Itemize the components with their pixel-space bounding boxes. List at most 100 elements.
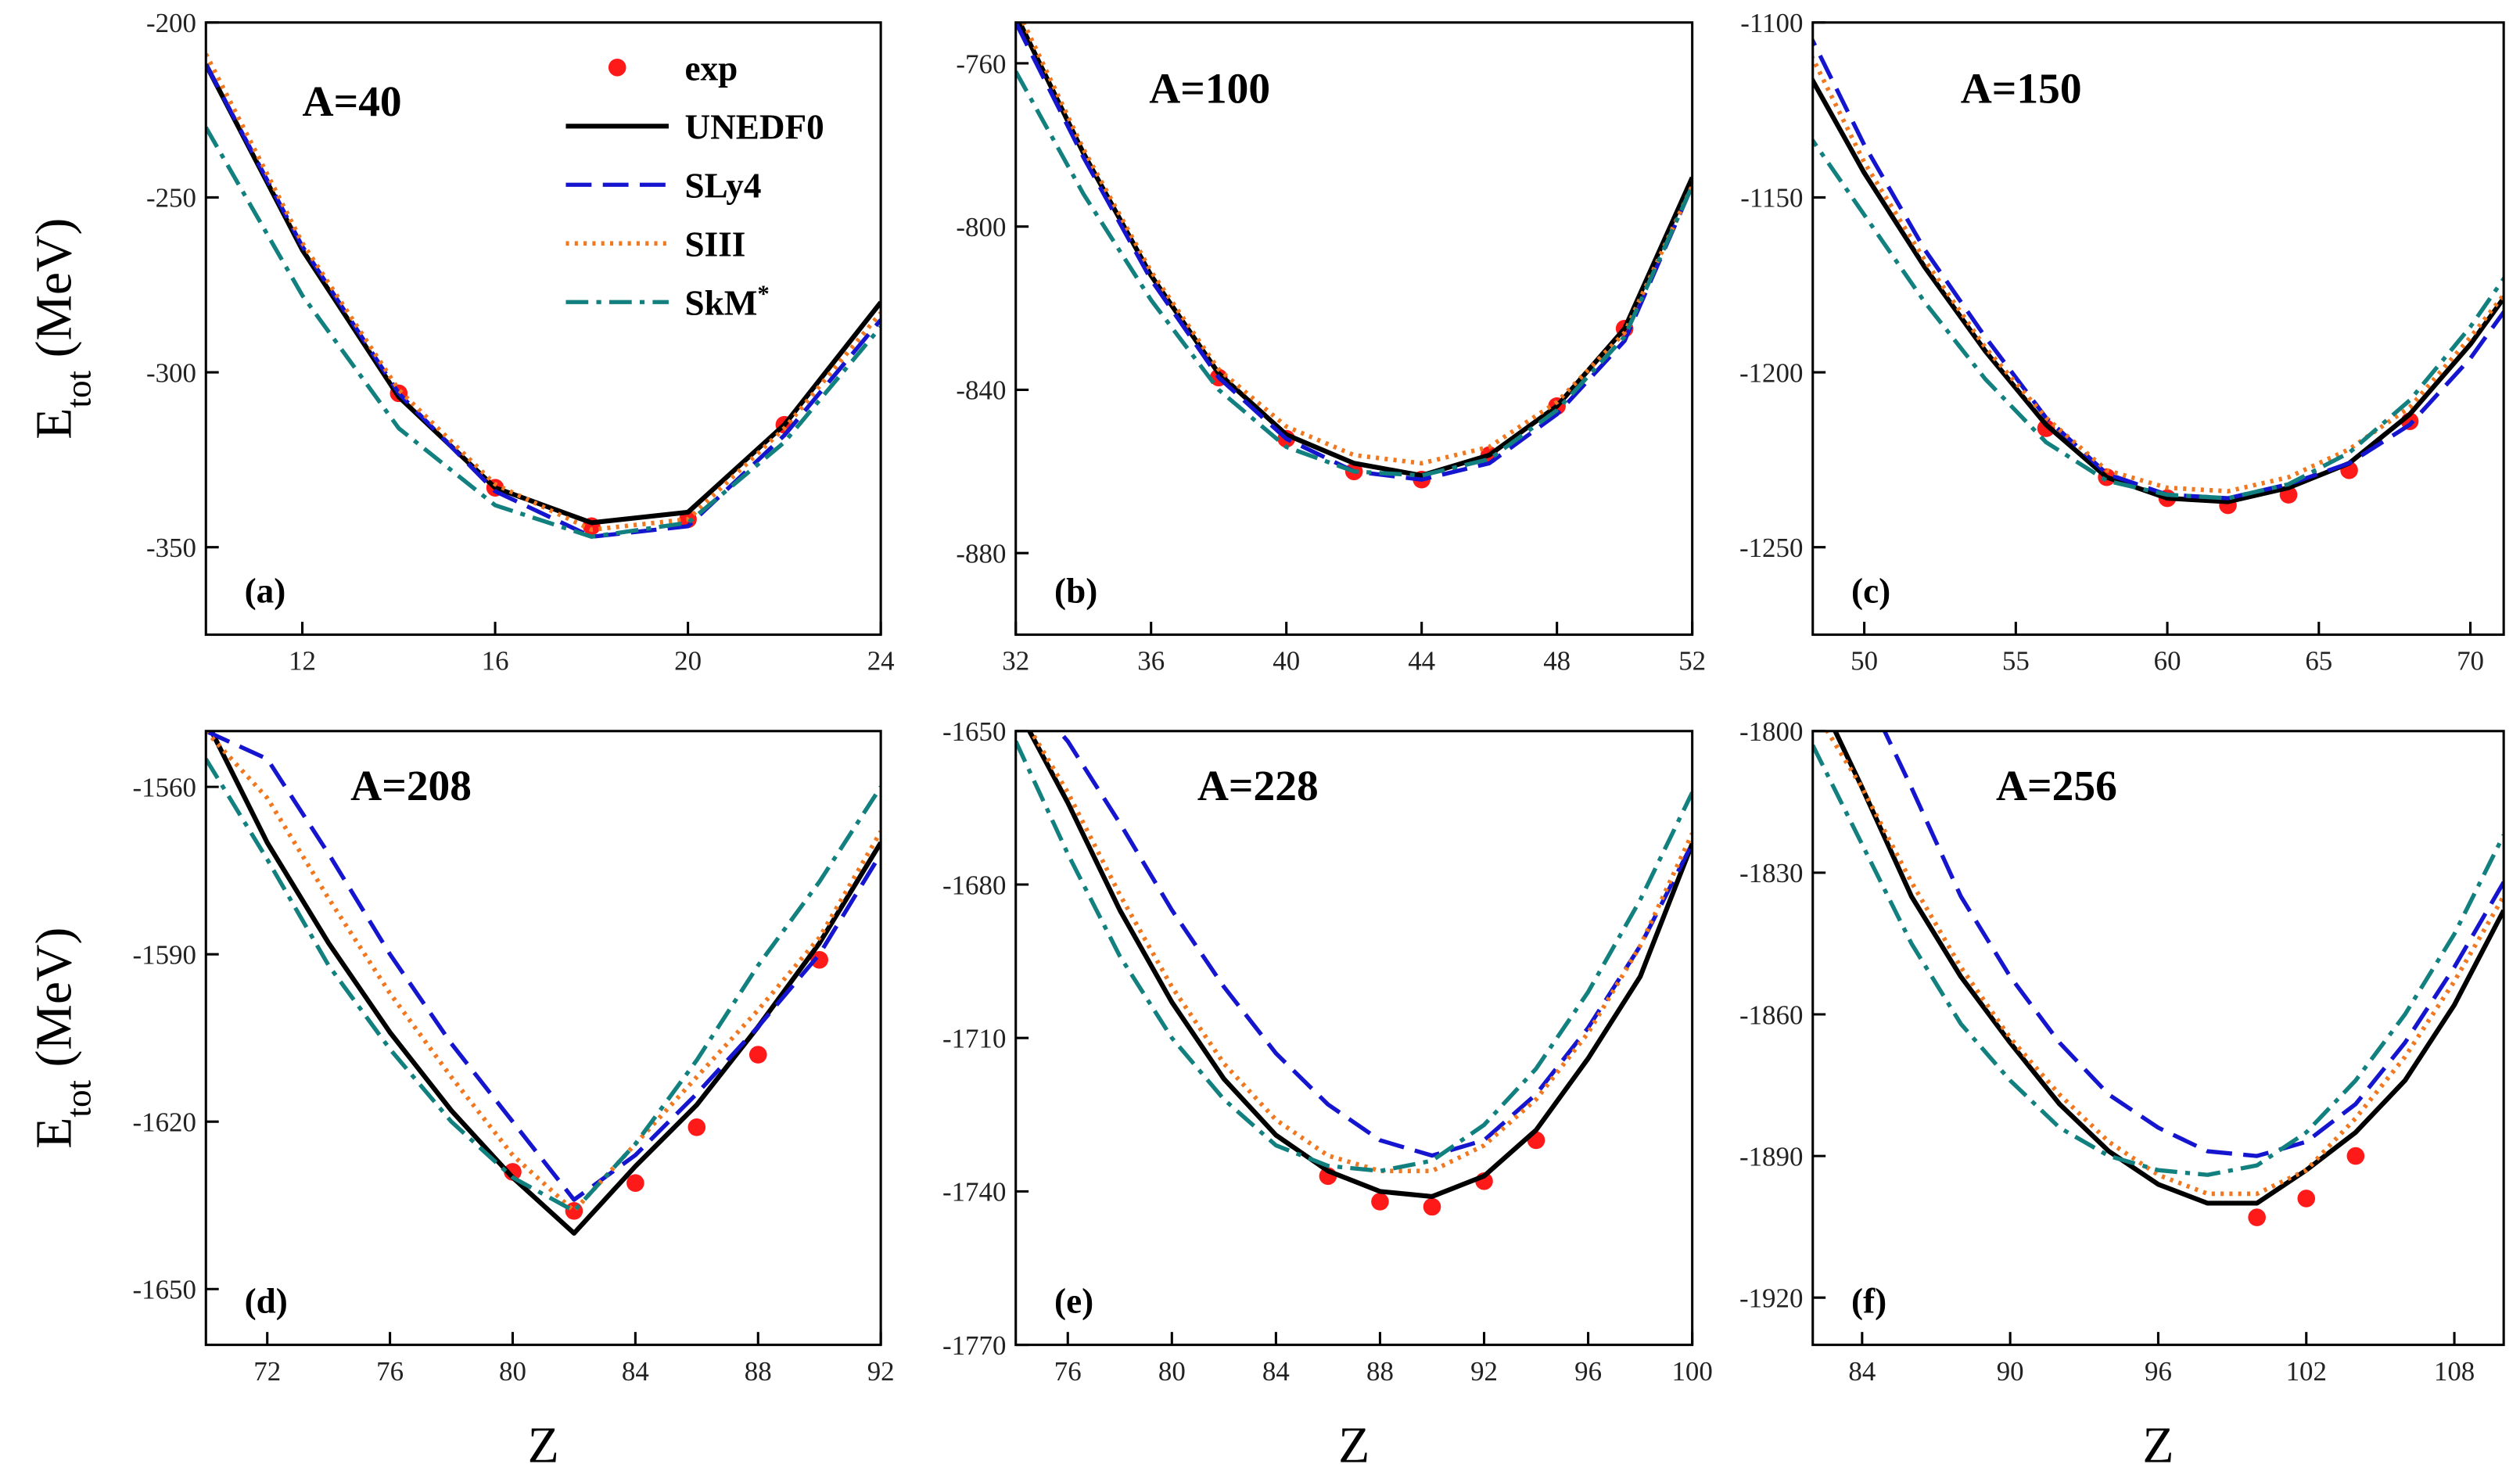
curve: [206, 63, 881, 539]
y-tick-label: -1920: [1739, 1283, 1803, 1314]
y-tick-label: -1200: [1739, 357, 1803, 388]
exp-point: [1371, 1193, 1389, 1211]
curve: [1015, 70, 1693, 478]
legend-label: SIII: [685, 225, 746, 264]
plot-frame: [1811, 21, 2505, 637]
x-tick-label: 108: [2434, 1356, 2475, 1387]
x-tick-label: 92: [867, 1356, 895, 1387]
x-axis-label: Z: [1338, 1417, 1369, 1474]
x-tick-label: 40: [1273, 646, 1300, 676]
x-tick-label: 84: [1262, 1356, 1290, 1387]
exp-point: [810, 951, 829, 969]
x-tick-label: 76: [1054, 1356, 1082, 1387]
curve: [1056, 730, 1693, 1158]
plot-frame: [1811, 730, 2505, 1347]
x-tick-label: 70: [2457, 646, 2484, 676]
curve: [1812, 53, 2504, 494]
legend-label: UNEDF0: [685, 108, 824, 147]
panel-title: A=228: [1197, 762, 1319, 809]
x-tick-label: 36: [1137, 646, 1165, 676]
curve: [1026, 730, 1693, 1200]
y-axis-label-sub: tot: [59, 370, 99, 407]
y-axis-label-sub: tot: [59, 1079, 99, 1117]
x-tick-label: 88: [1366, 1356, 1394, 1387]
x-tick-label: 84: [622, 1356, 649, 1387]
y-tick-label: -1800: [1739, 716, 1803, 747]
x-tick-label: 90: [1997, 1356, 2024, 1387]
x-tick-label: 32: [1002, 646, 1029, 676]
x-tick-label: 16: [482, 646, 509, 676]
x-tick-label: 72: [253, 1356, 281, 1387]
y-tick-label: -1890: [1739, 1141, 1803, 1172]
y-axis-label-unit: (MeV): [26, 218, 83, 358]
exp-point: [2248, 1208, 2266, 1226]
x-tick-label: 100: [1671, 1356, 1712, 1387]
plot-frame: [204, 21, 882, 637]
y-tick-label: -760: [956, 48, 1006, 79]
exp-point: [2297, 1190, 2316, 1208]
plot-area: [1812, 36, 2504, 515]
x-tick-label: 76: [376, 1356, 404, 1387]
x-tick-label: 92: [1470, 1356, 1498, 1387]
curve: [1017, 22, 1693, 479]
curve: [206, 126, 881, 539]
y-axis-label: Etot (MeV): [26, 218, 99, 440]
panel-title: A=256: [1996, 762, 2117, 809]
exp-point: [1423, 1197, 1441, 1216]
curve: [206, 52, 881, 533]
panel-title: A=150: [1961, 64, 2082, 112]
legend-label: exp: [685, 49, 738, 88]
y-tick-label: -1680: [942, 870, 1006, 900]
y-tick-label: -1830: [1739, 858, 1803, 888]
y-tick-label: -1710: [942, 1024, 1006, 1054]
y-tick-label: -800: [956, 212, 1006, 242]
x-tick-label: 65: [2305, 646, 2332, 676]
plot-area: [206, 52, 881, 539]
x-axis-label: Z: [528, 1417, 559, 1474]
y-tick-label: -200: [146, 8, 196, 38]
y-tick-label: -1590: [133, 939, 196, 970]
plot-area: [1015, 22, 1693, 489]
legend-label: SkM*: [685, 281, 770, 323]
y-tick-label: -300: [146, 357, 196, 388]
panel-label: (a): [245, 571, 286, 610]
exp-point: [687, 1118, 706, 1136]
plot-area: [1812, 730, 2504, 1226]
y-axis-label-unit: (MeV): [26, 928, 83, 1068]
x-tick-label: 20: [674, 646, 702, 676]
y-axis-label-base: E: [26, 408, 83, 440]
panel-label: (c): [1851, 571, 1890, 610]
x-tick-label: 96: [1574, 1356, 1602, 1387]
y-tick-label: -250: [146, 183, 196, 214]
curve: [1028, 730, 1693, 1174]
y-tick-label: -1650: [942, 716, 1006, 747]
y-tick-label: -350: [146, 533, 196, 563]
legend-label: SLy4: [685, 167, 762, 206]
panel-title: A=40: [303, 77, 402, 125]
curve: [208, 730, 881, 1236]
curve: [1812, 744, 2504, 1177]
plot-frame: [1014, 730, 1694, 1347]
x-tick-label: 55: [2002, 646, 2030, 676]
curve: [1015, 740, 1693, 1173]
y-tick-label: -1620: [133, 1107, 196, 1138]
x-tick-label: 44: [1408, 646, 1435, 676]
curve: [1021, 22, 1693, 466]
exp-point: [2037, 419, 2055, 437]
curve: [1833, 730, 2504, 1206]
curve: [1882, 730, 2504, 1158]
x-tick-label: 24: [867, 646, 895, 676]
y-tick-label: -1560: [133, 772, 196, 802]
y-tick-label: -1250: [1739, 533, 1803, 563]
curve: [206, 758, 881, 1214]
x-tick-label: 12: [289, 646, 316, 676]
y-axis-label-base: E: [26, 1118, 83, 1149]
curve: [1015, 22, 1693, 482]
panel-label: (f): [1851, 1281, 1886, 1320]
y-tick-label: -1770: [942, 1330, 1006, 1361]
curve: [1824, 730, 2504, 1197]
curve: [206, 730, 881, 1202]
x-tick-label: 88: [745, 1356, 772, 1387]
y-tick-label: -1860: [1739, 999, 1803, 1030]
exp-point: [504, 1163, 522, 1181]
